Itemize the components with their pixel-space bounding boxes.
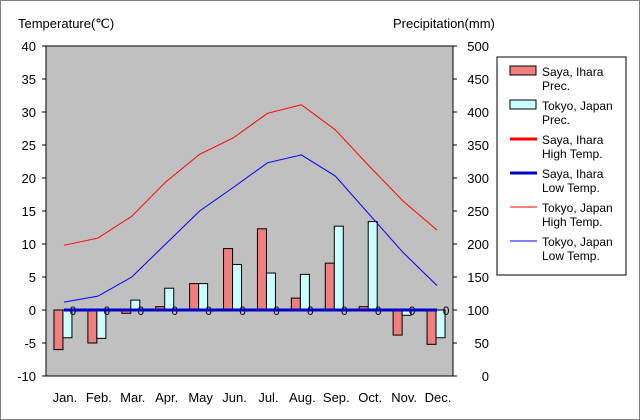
plot-area — [45, 45, 454, 377]
x-tick-label: Feb. — [86, 390, 112, 405]
y-tick-label: 0 — [29, 303, 36, 318]
legend-label: High Temp. — [542, 215, 602, 229]
x-tick-label: Jun. — [222, 390, 247, 405]
bar-saya-prec — [87, 309, 98, 344]
bar-tokyo-prec — [435, 309, 446, 339]
y-axis-title: Temperature(℃) — [18, 16, 114, 31]
legend-box — [496, 56, 627, 276]
bar-saya-prec — [256, 228, 267, 311]
y2-tick-label: 300 — [467, 171, 489, 186]
y2-tick-label: 450 — [467, 72, 489, 87]
bar-saya-prec — [290, 297, 301, 311]
y-tick-label: 25 — [22, 138, 36, 153]
x-tick-label: Oct. — [358, 390, 382, 405]
bar-saya-prec — [324, 262, 335, 311]
y-tick-label: 30 — [22, 105, 36, 120]
y-tick-label: 40 — [22, 39, 36, 54]
y2-tick-label: 150 — [467, 270, 489, 285]
y2-tick-label: 250 — [467, 204, 489, 219]
y-axis-ticks: -10 -5 0 5 10 15 20 25 30 35 40 — [17, 39, 46, 384]
legend-label: Tokyo, Japan — [542, 235, 613, 249]
y2-tick-label: 50 — [475, 336, 489, 351]
x-tick-label: May — [188, 390, 213, 405]
y-tick-label: 20 — [22, 171, 36, 186]
legend-swatch-bar — [509, 99, 537, 110]
legend-label: Tokyo, Japan — [542, 99, 613, 113]
x-tick-label: Dec. — [425, 390, 452, 405]
y2-tick-label: 400 — [467, 105, 489, 120]
bar-saya-prec — [53, 309, 64, 351]
y-tick-label: 15 — [22, 204, 36, 219]
x-tick-label: Apr. — [155, 390, 178, 405]
y2-tick-label: 0 — [482, 369, 489, 384]
y2-tick-label: 200 — [467, 237, 489, 252]
bar-tokyo-prec — [333, 225, 344, 311]
legend-swatch-bar — [509, 65, 537, 76]
y2-axis-title: Precipitation(mm) — [393, 16, 495, 31]
y2-tick-label: 100 — [467, 303, 489, 318]
bar-series-group — [53, 221, 446, 351]
x-tick-label: Jan. — [53, 390, 78, 405]
y-tick-label: 5 — [29, 270, 36, 285]
legend-label: Low Temp. — [542, 249, 600, 263]
line-series-group — [63, 104, 438, 312]
bar-saya-prec — [223, 248, 234, 311]
y-tick-label: -5 — [24, 336, 36, 351]
x-tick-label: Aug. — [289, 390, 316, 405]
legend-label: Prec. — [542, 79, 570, 93]
y-tick-label: 35 — [22, 72, 36, 87]
legend-label: Saya, Ihara — [542, 167, 604, 181]
x-tick-label: Nov. — [391, 390, 417, 405]
x-axis-labels: Jan. Feb. Mar. Apr. May Jun. Jul. Aug. Sep. Oct. N… — [53, 390, 452, 405]
legend-label: Prec. — [542, 113, 570, 127]
bar-saya-prec — [189, 283, 200, 311]
y-tick-label: -10 — [17, 369, 36, 384]
line-series-2 — [63, 104, 438, 246]
y2-tick-label: 350 — [467, 138, 489, 153]
legend-label: Low Temp. — [542, 181, 600, 195]
legend-label: Saya, Ihara — [542, 65, 604, 79]
legend-label: High Temp. — [542, 147, 602, 161]
zero-marker-label: 0 — [443, 304, 450, 318]
legend-label: Tokyo, Japan — [542, 201, 613, 215]
line-series-3 — [63, 154, 438, 303]
x-tick-label: Mar. — [120, 390, 145, 405]
y-tick-label: 10 — [22, 237, 36, 252]
bar-saya-prec — [426, 309, 437, 345]
x-tick-label: Sep. — [323, 390, 350, 405]
bar-tokyo-prec — [367, 221, 378, 311]
legend-label: Saya, Ihara — [542, 133, 604, 147]
bar-saya-prec — [392, 309, 403, 336]
y2-tick-label: 500 — [467, 39, 489, 54]
x-tick-label: Jul. — [258, 390, 278, 405]
y2-axis-ticks: 0 50 100 150 200 250 300 350 400 450 500 — [453, 39, 489, 384]
